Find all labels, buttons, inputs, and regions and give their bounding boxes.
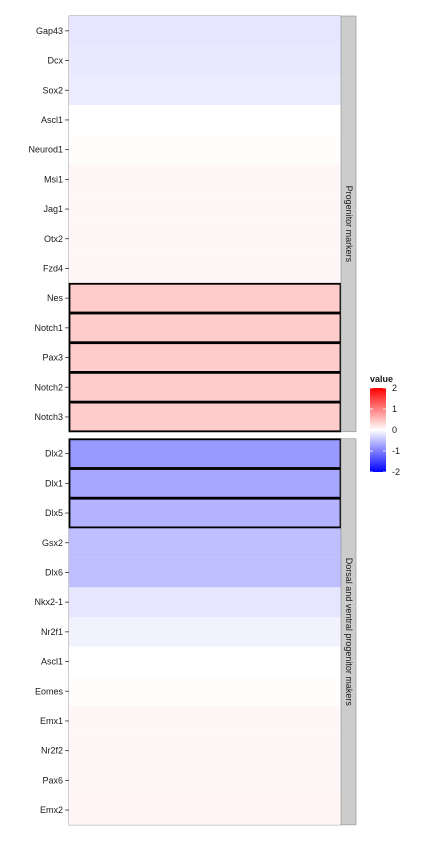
legend-tick-label: -2 bbox=[392, 467, 400, 477]
facet-panels: Gap43 Dcx Sox2 Ascl1 Neurod1 Msi1 Jag1 Otx2 Fzd4… bbox=[28, 15, 357, 826]
tile-outline bbox=[68, 401, 342, 433]
facet-panel: Dlx2 Dlx1 Dlx5 Gsx2 Dlx6 Nkx2-1 Nr2f1 Ascl1 Eome… bbox=[34, 438, 357, 826]
heatmap-tile bbox=[69, 587, 341, 617]
row-label: Neurod1 bbox=[28, 145, 63, 155]
heatmap-tile bbox=[69, 706, 341, 736]
heatmap-tile bbox=[69, 372, 341, 403]
row-label: Ascl1 bbox=[41, 657, 63, 667]
facet-strip bbox=[340, 438, 357, 826]
heatmap-tile bbox=[69, 223, 341, 254]
heatmap-tile bbox=[69, 75, 341, 106]
row-label: Notch3 bbox=[34, 412, 63, 422]
row-label: Dcx bbox=[48, 56, 64, 66]
legend-tick-label: 1 bbox=[392, 404, 397, 414]
legend-tick-label: -1 bbox=[392, 446, 400, 456]
tile-outline bbox=[68, 312, 342, 344]
heatmap-tile bbox=[69, 164, 341, 195]
row-label: Pax6 bbox=[42, 775, 63, 785]
tile-outline bbox=[68, 342, 342, 373]
tile-outline bbox=[68, 438, 342, 469]
row-label: Nes bbox=[47, 293, 64, 303]
tile-outline bbox=[68, 497, 342, 529]
heatmap-tile bbox=[69, 646, 341, 677]
heatmap-tile bbox=[69, 557, 341, 588]
heatmap-tile bbox=[69, 795, 341, 825]
row-label: Nkx2-1 bbox=[34, 597, 63, 607]
heatmap-tile bbox=[69, 342, 341, 373]
tile-outline bbox=[68, 282, 342, 314]
row-label: Sox2 bbox=[42, 85, 63, 95]
legend-title: value bbox=[370, 374, 393, 384]
heatmap-tile bbox=[69, 105, 341, 135]
row-label: Notch2 bbox=[34, 382, 63, 392]
row-label: Emx1 bbox=[40, 716, 63, 726]
heatmap-tile bbox=[69, 617, 341, 647]
facet-panel: Gap43 Dcx Sox2 Ascl1 Neurod1 Msi1 Jag1 Otx2 Fzd4… bbox=[28, 15, 357, 433]
heatmap-tile bbox=[69, 676, 341, 707]
row-label: Ascl1 bbox=[41, 115, 63, 125]
legend-tick-label: 2 bbox=[392, 383, 397, 393]
row-label: Jag1 bbox=[43, 204, 63, 214]
row-label: Nr2f1 bbox=[41, 627, 63, 637]
row-label: Nr2f2 bbox=[41, 746, 63, 756]
row-label: Msi1 bbox=[44, 174, 63, 184]
row-label: Dlx1 bbox=[45, 478, 63, 488]
heatmap-tile bbox=[69, 134, 341, 165]
legend-colorbar bbox=[370, 388, 386, 472]
heatmap-tile bbox=[69, 313, 341, 343]
heatmap-tile bbox=[69, 253, 341, 284]
heatmap-tile bbox=[69, 283, 341, 313]
heatmap-tile bbox=[69, 498, 341, 528]
heatmap-tile bbox=[69, 402, 341, 432]
row-label: Eomes bbox=[35, 686, 64, 696]
heatmap-tile bbox=[69, 438, 341, 469]
tile-outline bbox=[68, 468, 342, 499]
row-label: Notch1 bbox=[34, 323, 63, 333]
facet-strip-label: Progenitor markers bbox=[344, 186, 354, 263]
row-label: Otx2 bbox=[44, 234, 63, 244]
heatmap-tile bbox=[69, 194, 341, 224]
tile-outline bbox=[68, 371, 342, 403]
row-label: Pax3 bbox=[42, 353, 63, 363]
heatmap-tile bbox=[69, 45, 341, 76]
legend-tick-label: 0 bbox=[392, 425, 397, 435]
row-label: Emx2 bbox=[40, 805, 63, 815]
row-label: Dlx5 bbox=[45, 508, 63, 518]
row-label: Fzd4 bbox=[43, 263, 63, 273]
row-label: Dlx2 bbox=[45, 449, 63, 459]
heatmap-tile bbox=[69, 765, 341, 796]
row-label: Dlx6 bbox=[45, 567, 63, 577]
row-label: Gap43 bbox=[36, 26, 63, 36]
facet-strip bbox=[340, 15, 357, 433]
facet-strip-label: Dorsal and ventral progenitor makers bbox=[344, 558, 354, 707]
heatmap-tile bbox=[69, 468, 341, 499]
heatmap-tile bbox=[69, 16, 341, 46]
heatmap-tile bbox=[69, 735, 341, 766]
row-label: Gsx2 bbox=[42, 538, 63, 548]
heatmap-tile bbox=[69, 527, 341, 558]
